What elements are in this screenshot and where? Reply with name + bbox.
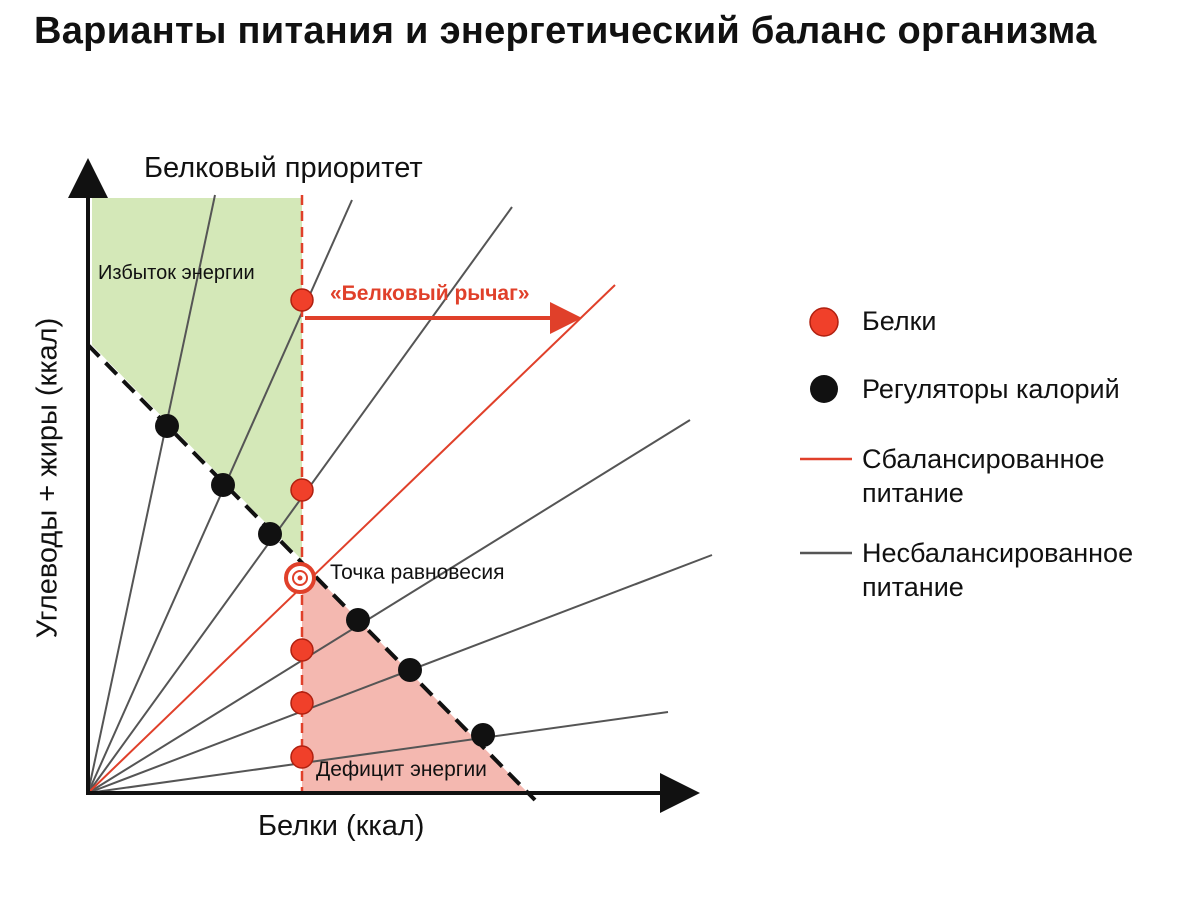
legend-regulator-dot: [810, 375, 838, 403]
top-label: Белковый приоритет: [144, 152, 423, 184]
protein-dots: [290, 288, 314, 769]
legend-item: Сбалансированное питание: [862, 444, 1105, 508]
legend-protein-dot: [809, 307, 839, 337]
y-axis-label: Углеводы + жиры (ккал): [31, 317, 64, 639]
lever-label: «Белковый рычаг»: [330, 282, 530, 305]
legend-item: Белки: [862, 306, 937, 336]
title: Варианты питания и энергетический баланс…: [34, 10, 1097, 52]
equilibrium-label: Точка равновесия: [330, 561, 505, 584]
legend-item: Несбалансированное питание: [862, 538, 1134, 602]
equilibrium-target: [284, 562, 316, 594]
excess-zone: [92, 198, 302, 560]
excess-label: Избыток энергии: [98, 262, 255, 284]
x-axis-label: Белки (ккал): [258, 810, 425, 842]
balanced-ray: [87, 284, 616, 794]
deficit-label: Дефицит энергии: [316, 758, 487, 781]
legend-item: Регуляторы калорий: [862, 374, 1120, 404]
regulator-dots: [155, 414, 495, 747]
